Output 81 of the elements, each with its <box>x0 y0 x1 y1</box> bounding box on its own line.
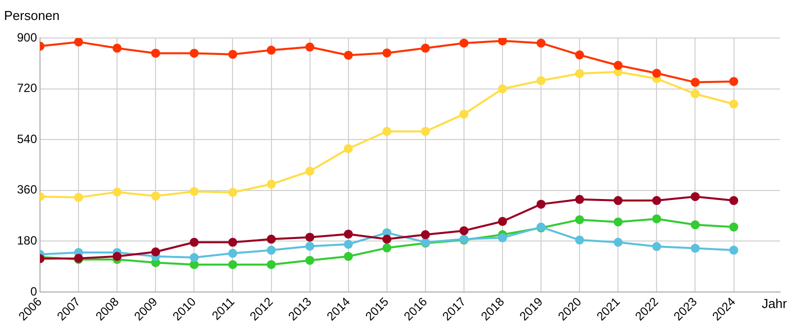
point <box>729 196 738 206</box>
point <box>536 200 546 209</box>
point <box>305 232 314 242</box>
y-tick-label: 360 <box>16 182 38 197</box>
point <box>228 188 238 197</box>
point <box>228 260 238 270</box>
point <box>190 238 199 247</box>
point <box>459 38 468 48</box>
point <box>190 260 199 270</box>
point <box>614 238 623 247</box>
point <box>729 222 738 232</box>
point <box>266 260 276 270</box>
point <box>305 42 314 52</box>
point <box>690 220 700 230</box>
point <box>266 246 276 255</box>
point <box>112 188 122 197</box>
point <box>382 48 392 58</box>
point <box>190 48 199 58</box>
point <box>74 38 84 46</box>
point <box>536 76 546 86</box>
point <box>228 238 238 247</box>
point <box>344 230 353 239</box>
point <box>112 252 122 261</box>
point <box>498 233 508 242</box>
y-tick-label: 180 <box>16 233 38 248</box>
point <box>498 38 508 46</box>
point <box>729 100 738 109</box>
point <box>575 50 584 60</box>
point <box>151 192 160 201</box>
point <box>74 192 84 202</box>
point <box>652 242 662 252</box>
point <box>344 252 353 261</box>
point <box>690 78 700 87</box>
point <box>266 234 276 244</box>
point <box>652 68 662 78</box>
point <box>614 60 623 70</box>
point <box>266 180 276 189</box>
x-axis-title: Jahr <box>762 296 787 311</box>
point <box>536 38 546 48</box>
point <box>459 226 468 236</box>
point <box>151 247 160 256</box>
y-tick-label: 0 <box>30 284 38 298</box>
point <box>151 48 160 58</box>
point <box>729 246 738 255</box>
point <box>459 110 468 119</box>
y-tick-label: 540 <box>16 132 38 146</box>
point <box>652 214 662 224</box>
point <box>498 216 508 226</box>
point <box>690 192 700 202</box>
point <box>498 84 508 94</box>
point <box>652 196 662 206</box>
point <box>382 243 392 252</box>
point <box>344 240 353 249</box>
point <box>305 166 314 176</box>
point <box>690 244 700 253</box>
point <box>266 46 276 55</box>
y-tick-label: 900 <box>16 30 38 44</box>
point <box>382 126 392 136</box>
point <box>575 215 584 224</box>
point <box>614 217 623 226</box>
point <box>575 194 584 204</box>
point <box>190 253 199 262</box>
point <box>575 236 584 245</box>
point <box>190 186 199 196</box>
point <box>344 144 353 154</box>
point <box>575 69 584 78</box>
point <box>228 248 238 258</box>
point <box>420 230 430 240</box>
point <box>420 126 430 136</box>
y-axis-title: Personen <box>4 8 60 23</box>
point <box>729 76 738 86</box>
point <box>112 44 122 53</box>
point <box>344 50 353 60</box>
point <box>228 50 238 59</box>
point <box>420 44 430 53</box>
point <box>614 196 623 206</box>
y-tick-label: 720 <box>16 81 38 96</box>
point <box>305 256 314 265</box>
point <box>305 242 314 251</box>
point <box>690 89 700 98</box>
point <box>382 234 392 244</box>
